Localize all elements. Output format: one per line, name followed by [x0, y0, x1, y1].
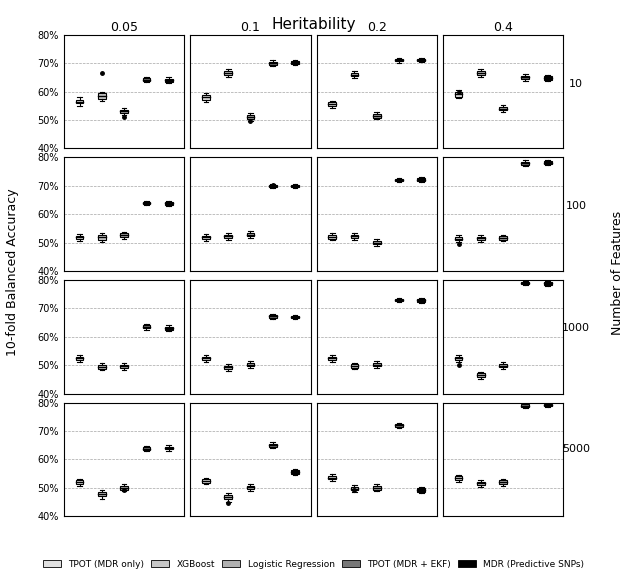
FancyBboxPatch shape [522, 162, 529, 165]
FancyBboxPatch shape [522, 404, 529, 407]
FancyBboxPatch shape [544, 404, 552, 406]
FancyBboxPatch shape [291, 470, 299, 474]
FancyBboxPatch shape [224, 71, 232, 75]
FancyBboxPatch shape [373, 363, 381, 367]
FancyBboxPatch shape [164, 327, 173, 329]
FancyBboxPatch shape [164, 447, 173, 450]
FancyBboxPatch shape [477, 71, 484, 75]
FancyBboxPatch shape [202, 95, 210, 100]
FancyBboxPatch shape [98, 93, 106, 99]
FancyBboxPatch shape [477, 481, 484, 485]
Text: Heritability: Heritability [271, 17, 356, 32]
Text: Number of Features: Number of Features [611, 211, 624, 335]
FancyBboxPatch shape [417, 59, 425, 61]
FancyBboxPatch shape [76, 235, 83, 239]
FancyBboxPatch shape [98, 235, 106, 240]
FancyBboxPatch shape [143, 78, 150, 81]
FancyBboxPatch shape [328, 102, 336, 106]
FancyBboxPatch shape [499, 364, 507, 368]
FancyBboxPatch shape [544, 282, 552, 285]
FancyBboxPatch shape [351, 364, 358, 368]
FancyBboxPatch shape [224, 495, 232, 499]
FancyBboxPatch shape [164, 79, 173, 82]
FancyBboxPatch shape [224, 366, 232, 369]
FancyBboxPatch shape [246, 115, 254, 119]
FancyBboxPatch shape [120, 234, 128, 237]
Legend: TPOT (MDR only), XGBoost, Logistic Regression, TPOT (MDR + EKF), MDR (Predictive: TPOT (MDR only), XGBoost, Logistic Regre… [39, 556, 588, 572]
FancyBboxPatch shape [454, 92, 463, 97]
FancyBboxPatch shape [291, 316, 299, 318]
FancyBboxPatch shape [269, 184, 276, 187]
FancyBboxPatch shape [76, 480, 83, 484]
FancyBboxPatch shape [98, 365, 106, 369]
FancyBboxPatch shape [417, 179, 425, 181]
FancyBboxPatch shape [328, 357, 336, 360]
Title: 0.2: 0.2 [367, 21, 387, 34]
FancyBboxPatch shape [499, 107, 507, 110]
Text: 1000: 1000 [562, 322, 590, 333]
FancyBboxPatch shape [143, 447, 150, 450]
FancyBboxPatch shape [499, 236, 507, 240]
FancyBboxPatch shape [269, 444, 276, 447]
Text: 10-fold Balanced Accuracy: 10-fold Balanced Accuracy [6, 188, 19, 357]
FancyBboxPatch shape [328, 476, 336, 479]
FancyBboxPatch shape [499, 480, 507, 484]
FancyBboxPatch shape [373, 241, 381, 244]
Text: 10: 10 [569, 79, 583, 89]
FancyBboxPatch shape [477, 237, 484, 240]
FancyBboxPatch shape [269, 316, 276, 317]
Title: 0.05: 0.05 [110, 21, 138, 34]
FancyBboxPatch shape [454, 476, 463, 480]
FancyBboxPatch shape [98, 492, 106, 496]
FancyBboxPatch shape [202, 479, 210, 483]
FancyBboxPatch shape [351, 73, 358, 76]
FancyBboxPatch shape [454, 357, 463, 360]
FancyBboxPatch shape [522, 282, 529, 284]
FancyBboxPatch shape [395, 179, 403, 182]
FancyBboxPatch shape [373, 486, 381, 490]
FancyBboxPatch shape [395, 424, 403, 426]
FancyBboxPatch shape [417, 299, 425, 302]
FancyBboxPatch shape [143, 325, 150, 328]
FancyBboxPatch shape [373, 114, 381, 118]
FancyBboxPatch shape [246, 363, 254, 367]
Text: 100: 100 [566, 201, 586, 211]
FancyBboxPatch shape [291, 61, 299, 64]
FancyBboxPatch shape [76, 357, 83, 360]
FancyBboxPatch shape [417, 488, 425, 492]
FancyBboxPatch shape [120, 486, 128, 490]
FancyBboxPatch shape [544, 161, 552, 164]
Text: 5000: 5000 [562, 444, 590, 455]
FancyBboxPatch shape [246, 233, 254, 236]
FancyBboxPatch shape [544, 76, 552, 79]
FancyBboxPatch shape [164, 202, 173, 205]
FancyBboxPatch shape [224, 235, 232, 238]
FancyBboxPatch shape [351, 487, 358, 490]
FancyBboxPatch shape [351, 235, 358, 238]
FancyBboxPatch shape [291, 184, 299, 187]
FancyBboxPatch shape [246, 485, 254, 489]
FancyBboxPatch shape [269, 61, 276, 64]
FancyBboxPatch shape [477, 374, 484, 377]
FancyBboxPatch shape [143, 202, 150, 204]
FancyBboxPatch shape [120, 365, 128, 368]
Title: 0.4: 0.4 [493, 21, 513, 34]
FancyBboxPatch shape [202, 357, 210, 360]
FancyBboxPatch shape [522, 75, 529, 79]
FancyBboxPatch shape [76, 100, 83, 103]
FancyBboxPatch shape [395, 59, 403, 61]
FancyBboxPatch shape [454, 237, 463, 240]
FancyBboxPatch shape [202, 235, 210, 239]
FancyBboxPatch shape [120, 110, 128, 113]
FancyBboxPatch shape [328, 235, 336, 238]
FancyBboxPatch shape [395, 299, 403, 301]
Title: 0.1: 0.1 [241, 21, 260, 34]
